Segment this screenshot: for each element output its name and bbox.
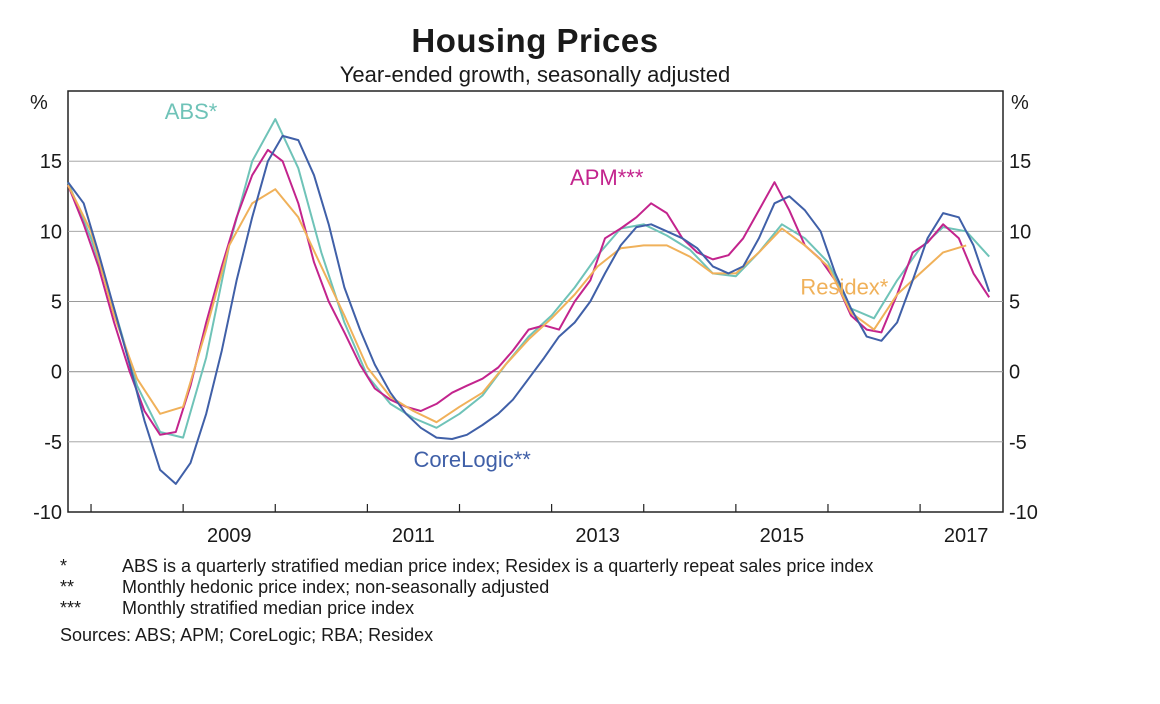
note-row: *** Monthly stratified median price inde… <box>60 598 1020 619</box>
x-ticks: 2009 2011 2013 2015 2017 <box>90 504 989 547</box>
series-label-corelogic: CoreLogic** <box>413 447 531 472</box>
y-ticks: -10 -10 -5 -5 0 0 5 5 10 10 15 15 <box>33 151 1038 524</box>
note-marker: *** <box>60 598 82 618</box>
series-label-abs: ABS* <box>165 99 218 124</box>
y-tick-label-right: -10 <box>1009 502 1038 524</box>
y-tick-label-right: -5 <box>1009 432 1027 454</box>
y-tick-label-left: 10 <box>40 221 62 243</box>
chart-title: Housing Prices <box>411 22 659 59</box>
series-line-abs <box>67 118 990 439</box>
note-marker: * <box>60 556 68 576</box>
note-row: * ABS is a quarterly stratified median p… <box>60 556 1020 577</box>
y-tick-label-left: 0 <box>51 362 62 384</box>
note-text: Monthly hedonic price index; non-seasona… <box>122 577 550 597</box>
note-row: ** Monthly hedonic price index; non-seas… <box>60 577 1020 598</box>
sources-line: Sources: ABS; APM; CoreLogic; RBA; Resid… <box>60 625 434 645</box>
y-tick-label-right: 10 <box>1009 221 1031 243</box>
series-labels: ABS* APM*** Residex* CoreLogic** <box>165 99 889 472</box>
y-tick-label-right: 15 <box>1009 151 1031 173</box>
note-marker: ** <box>60 577 75 597</box>
y-tick-label-left: -5 <box>44 432 62 454</box>
note-text: ABS is a quarterly stratified median pri… <box>122 556 874 576</box>
x-tick-label: 2017 <box>944 525 989 547</box>
series-label-apm: APM*** <box>570 165 644 190</box>
note-text: Monthly stratified median price index <box>122 598 415 618</box>
y-tick-label-right: 0 <box>1009 362 1020 384</box>
chart-notes: * ABS is a quarterly stratified median p… <box>60 556 1020 646</box>
x-tick-label: 2013 <box>575 525 620 547</box>
line-chart: 2009 2011 2013 2015 2017 -10 -10 -5 -5 0 0 5 5 10 10 1… <box>30 90 1038 547</box>
series-line-corelogic <box>67 134 991 485</box>
y-tick-label-right: 5 <box>1009 292 1020 314</box>
y-axis-label-left: % <box>30 92 48 114</box>
series-lines <box>67 118 991 485</box>
y-tick-label-left: -10 <box>33 502 62 524</box>
x-tick-label: 2009 <box>207 525 252 547</box>
y-axis-label-right: % <box>1011 92 1029 114</box>
grid-lines <box>68 160 1003 443</box>
x-tick-label: 2011 <box>392 525 435 547</box>
chart-subtitle: Year-ended growth, seasonally adjusted <box>339 62 731 87</box>
y-tick-label-left: 5 <box>51 292 62 314</box>
series-label-residex: Residex* <box>800 274 888 299</box>
x-tick-label: 2015 <box>760 525 805 547</box>
series-line-residex <box>67 184 967 424</box>
y-tick-label-left: 15 <box>40 151 62 173</box>
